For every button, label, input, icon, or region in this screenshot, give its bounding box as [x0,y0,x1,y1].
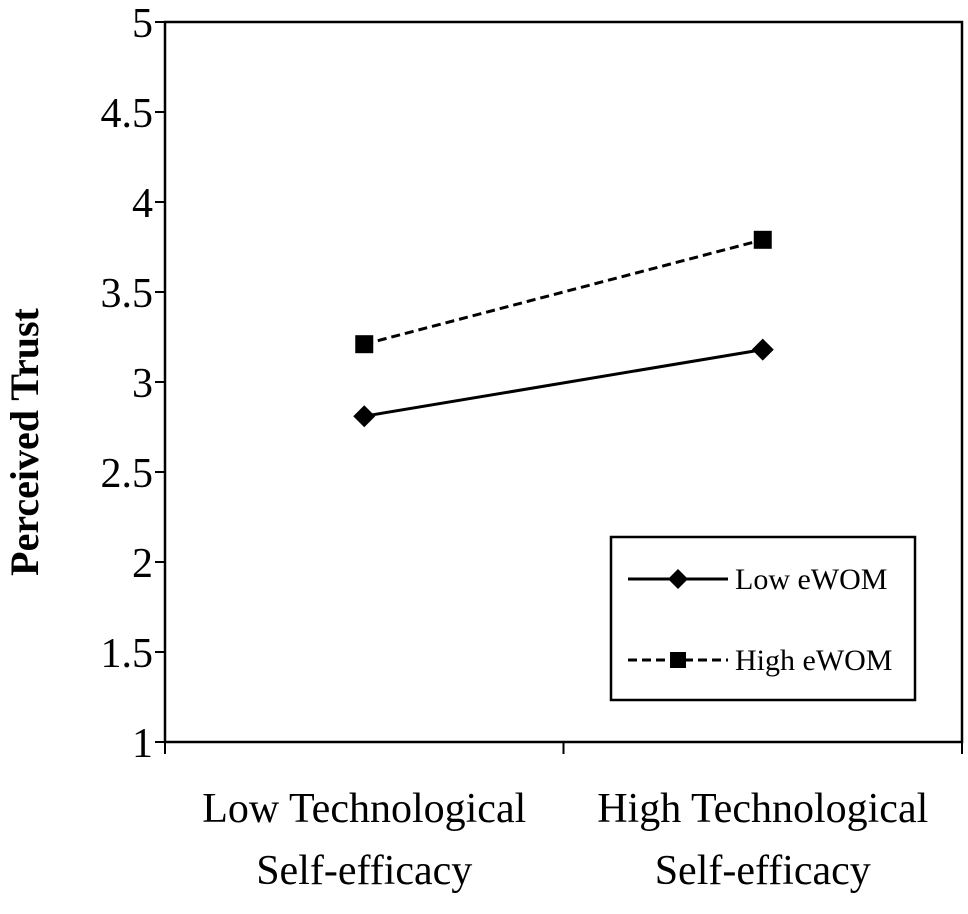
x-category-label: Self-efficacy [655,848,871,894]
y-tick-label: 2.5 [101,451,154,497]
square-marker [753,230,772,249]
y-axis: 1 1.5 2 2.5 3 3.5 4 4.5 5 [101,1,165,767]
square-marker [670,652,686,668]
legend-item: High eWOM [628,644,892,677]
legend: Low eWOM High eWOM [609,535,917,702]
y-tick-label: 1.5 [101,631,154,677]
series-low-ewom [353,338,774,428]
legend-label: Low eWOM [735,563,887,596]
square-marker [355,335,374,354]
diamond-marker [353,405,376,428]
y-tick-label: 3.5 [101,271,154,317]
y-axis-title: Perceived Trust [2,307,47,575]
diamond-marker [668,569,688,589]
x-category-label: Low Technological [202,786,526,832]
x-category-label: Self-efficacy [256,848,472,894]
y-tick-label: 2 [132,541,153,587]
series-high-ewom [355,230,772,354]
y-tick-label: 5 [132,1,153,47]
y-tick-label: 4.5 [101,91,154,137]
legend-item: Low eWOM [628,563,887,596]
y-tick-label: 3 [132,361,153,407]
y-tick-label: 1 [132,721,153,767]
x-axis: Low Technological Self-efficacy High Techn… [164,742,963,894]
series-layer [353,230,774,428]
legend-label: High eWOM [735,644,892,677]
series-line [363,238,764,346]
x-category-label: High Technological [597,786,928,832]
series-line [364,348,763,418]
y-tick-label: 4 [132,181,153,227]
legend-box [609,535,917,702]
diamond-marker [751,338,774,361]
